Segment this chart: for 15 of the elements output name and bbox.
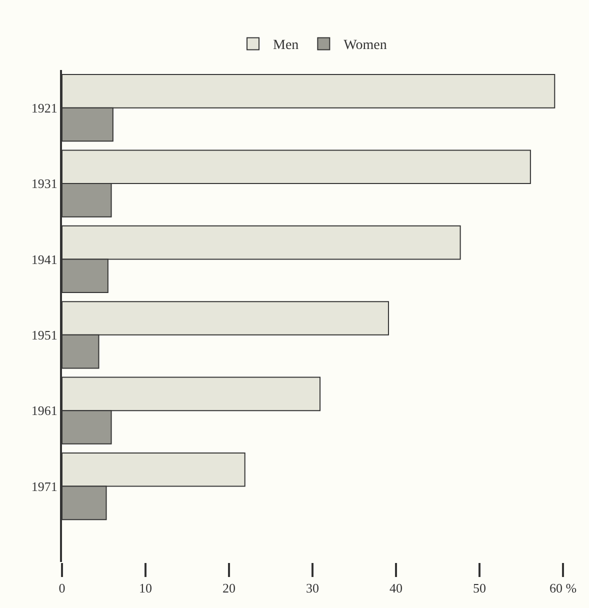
legend-label: Women <box>344 38 387 54</box>
x-tick-label: 20 <box>222 580 236 596</box>
x-tick-label: 0 <box>58 580 66 596</box>
x-tick-label: 40 <box>390 580 402 596</box>
y-tick-label: 1941 <box>31 252 58 267</box>
x-tick-label: 50 <box>473 580 486 596</box>
y-tick-label: 1921 <box>31 100 58 116</box>
legend-label: Men <box>273 38 299 54</box>
x-tick-label: 10 <box>139 580 152 596</box>
y-tick-label: 1951 <box>31 327 58 342</box>
y-tick-label: 1971 <box>31 478 58 494</box>
x-tick-label: 60 % <box>549 580 577 596</box>
y-tick-label: 1931 <box>31 176 58 192</box>
x-tick-label: 30 <box>306 580 319 596</box>
y-tick-label: 1961 <box>31 403 58 418</box>
